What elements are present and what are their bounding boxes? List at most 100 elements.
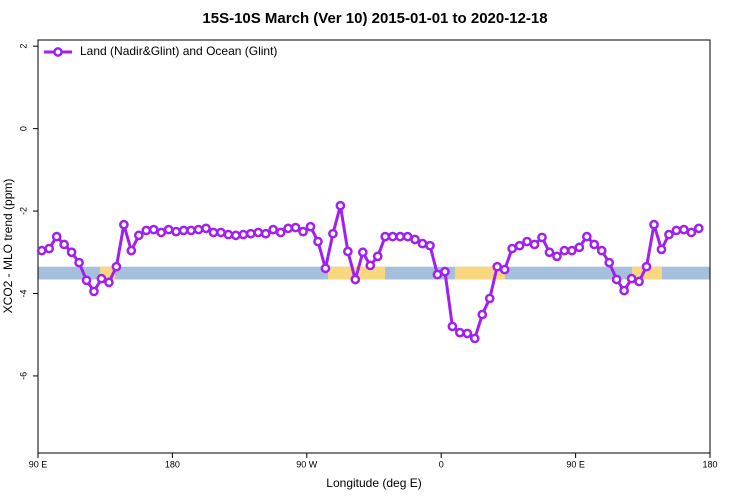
data-point: [432, 269, 443, 280]
y-tick-label: 0: [18, 126, 28, 131]
x-tick-label: 180: [702, 459, 717, 469]
data-point: [567, 245, 577, 256]
data-point: [178, 225, 189, 236]
data-point: [589, 239, 600, 250]
x-tick-label: 180: [165, 459, 180, 469]
data-point: [260, 228, 271, 239]
data-point: [290, 222, 301, 233]
x-tick-label: 0: [439, 459, 444, 469]
data-point: [305, 221, 316, 232]
data-point: [395, 231, 405, 242]
data-point: [455, 327, 465, 338]
data-point: [193, 224, 204, 235]
data-point: [156, 227, 167, 238]
data-point: [320, 263, 331, 274]
x-tick-label: 90 E: [29, 459, 48, 469]
legend-label: Land (Nadir&Glint) and Ocean (Glint): [80, 44, 277, 58]
x-axis-label: Longitude (deg E): [326, 476, 421, 490]
data-point: [133, 230, 144, 241]
data-point: [216, 227, 226, 238]
chart-title: 15S-10S March (Ver 10) 2015-01-01 to 202…: [202, 10, 547, 27]
data-point: [641, 261, 652, 272]
data-point: [253, 227, 264, 238]
y-tick-label: -4: [18, 289, 28, 297]
data-point: [350, 274, 361, 285]
data-point: [81, 275, 92, 286]
data-point: [664, 229, 674, 240]
data-point: [552, 251, 562, 262]
data-point: [298, 226, 308, 237]
data-point: [357, 247, 368, 258]
data-point: [596, 245, 607, 256]
data-point: [275, 227, 286, 238]
data-point: [372, 251, 383, 262]
data-point: [417, 238, 428, 249]
data-point: [529, 239, 540, 250]
data-point: [119, 219, 129, 230]
data-point: [440, 266, 450, 277]
y-axis-label: XCO2 - MLO trend (ppm): [1, 179, 15, 314]
data-point: [484, 293, 495, 304]
data-point: [447, 321, 458, 332]
data-point: [387, 231, 398, 242]
data-point: [649, 219, 659, 230]
data-point: [148, 224, 159, 235]
land-segment: [454, 266, 505, 280]
data-point: [328, 228, 338, 239]
data-point: [537, 232, 547, 243]
data-point: [522, 236, 532, 247]
plot-frame: [37, 39, 711, 454]
data-point: [462, 328, 473, 339]
data-point: [507, 243, 517, 254]
data-point: [171, 226, 181, 237]
data-point: [611, 274, 622, 285]
data-point: [268, 224, 279, 235]
data-point: [671, 225, 682, 236]
data-point: [693, 223, 704, 234]
data-point: [111, 261, 122, 272]
data-point: [402, 231, 413, 242]
x-tick-label: 90 W: [296, 459, 318, 469]
data-point: [223, 229, 234, 240]
data-point: [89, 286, 99, 297]
data-point: [96, 273, 107, 284]
data-point: [66, 247, 77, 258]
data-point: [656, 244, 667, 255]
land-segment: [632, 266, 663, 280]
data-point: [365, 260, 376, 271]
data-point: [574, 242, 585, 253]
data-point: [201, 223, 211, 234]
y-tick-label: -2: [18, 207, 28, 215]
data-point: [335, 200, 346, 211]
x-tick-label: 90 E: [566, 459, 585, 469]
data-point: [104, 277, 114, 288]
data-point: [126, 245, 137, 256]
data-point: [514, 240, 525, 251]
data-point: [231, 230, 241, 241]
data-point: [141, 225, 152, 236]
data-point: [679, 224, 689, 235]
data-point: [469, 333, 480, 344]
data-point: [343, 246, 353, 257]
data-point: [74, 257, 84, 268]
data-point: [559, 245, 570, 256]
data-point: [245, 228, 256, 239]
data-point: [686, 227, 697, 238]
data-point: [380, 231, 391, 242]
data-point: [581, 231, 592, 242]
data-point: [186, 225, 196, 236]
data-point: [313, 236, 323, 247]
data-point: [238, 229, 249, 240]
data-point: [492, 261, 503, 272]
data-point: [44, 243, 55, 254]
data-point: [499, 264, 510, 275]
data-point: [626, 273, 637, 284]
data-point: [619, 285, 629, 296]
data-point: [425, 240, 435, 251]
y-tick-label: -6: [18, 372, 28, 380]
data-point: [544, 247, 555, 258]
data-point: [283, 223, 293, 234]
data-point: [36, 245, 47, 256]
data-point: [410, 234, 420, 245]
